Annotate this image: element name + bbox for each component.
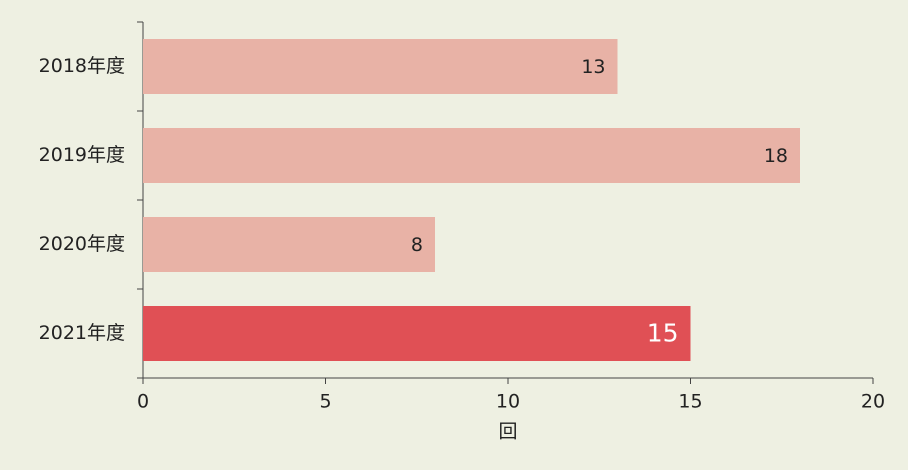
- value-label: 13: [581, 56, 605, 78]
- y-tick-label: 2018年度: [39, 55, 125, 77]
- x-axis-label: 回: [498, 421, 517, 443]
- x-tick-label: 10: [496, 391, 520, 413]
- y-tick-label: 2021年度: [39, 322, 125, 344]
- bar: [143, 128, 800, 183]
- bar: [143, 217, 435, 272]
- value-label: 18: [764, 145, 788, 167]
- y-tick-label: 2020年度: [39, 233, 125, 255]
- x-tick-label: 15: [678, 391, 702, 413]
- value-label: 15: [647, 319, 679, 348]
- bar: [143, 39, 618, 94]
- x-tick-label: 20: [861, 391, 885, 413]
- x-tick-label: 5: [319, 391, 331, 413]
- x-tick-label: 0: [137, 391, 149, 413]
- value-label: 8: [411, 234, 423, 256]
- y-tick-label: 2019年度: [39, 144, 125, 166]
- bar: [143, 306, 691, 361]
